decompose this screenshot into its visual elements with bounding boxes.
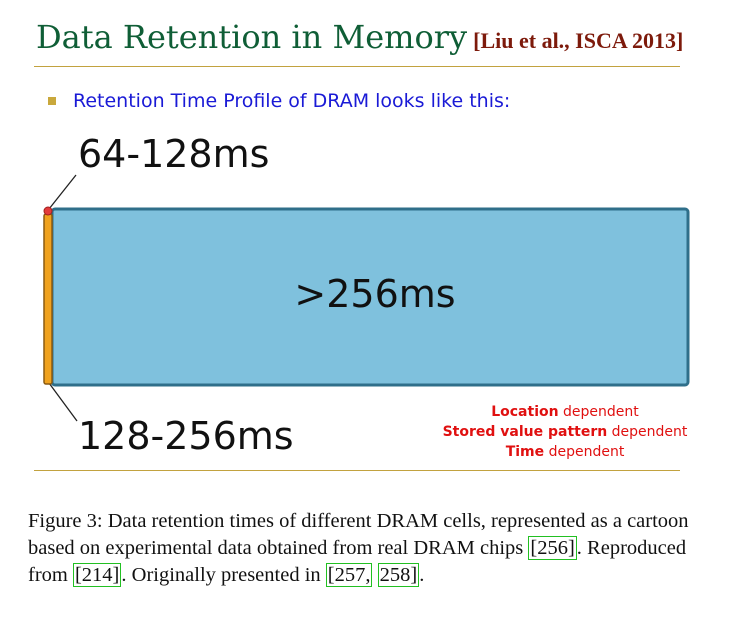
bullet-square-icon — [48, 97, 56, 105]
slide-title-reference: [Liu et al., ISCA 2013] — [473, 28, 684, 53]
dependency-time: Time dependent — [505, 444, 625, 460]
bullet-point: Retention Time Profile of DRAM looks lik… — [48, 90, 510, 112]
citation-256[interactable]: [256] — [528, 536, 577, 560]
pointer-line-bottom — [48, 382, 78, 422]
citation-214[interactable]: [214] — [72, 563, 122, 587]
label-128-256ms: 128-256ms — [78, 414, 294, 458]
slide-title: Data Retention in Memory [Liu et al., ISC… — [36, 18, 683, 56]
bottom-divider — [34, 470, 680, 471]
dependency-list: Location dependent Stored value pattern … — [420, 402, 710, 462]
pointer-line-top — [48, 174, 77, 210]
label-over-256ms: >256ms — [294, 272, 456, 316]
top-divider — [34, 66, 680, 67]
weak-cell-dot — [43, 206, 53, 216]
figure-caption: Figure 3: Data retention times of differ… — [28, 510, 689, 587]
dependency-stored-value: Stored value pattern dependent — [442, 424, 688, 440]
bullet-text: Retention Time Profile of DRAM looks lik… — [73, 90, 511, 112]
citation-258[interactable]: 258] — [377, 563, 420, 587]
label-64-128ms: 64-128ms — [78, 132, 270, 176]
thin-retention-strip — [43, 213, 53, 385]
dependency-location: Location dependent — [491, 404, 639, 420]
citation-257[interactable]: [257, — [325, 563, 373, 587]
slide-title-main: Data Retention in Memory — [36, 18, 468, 56]
